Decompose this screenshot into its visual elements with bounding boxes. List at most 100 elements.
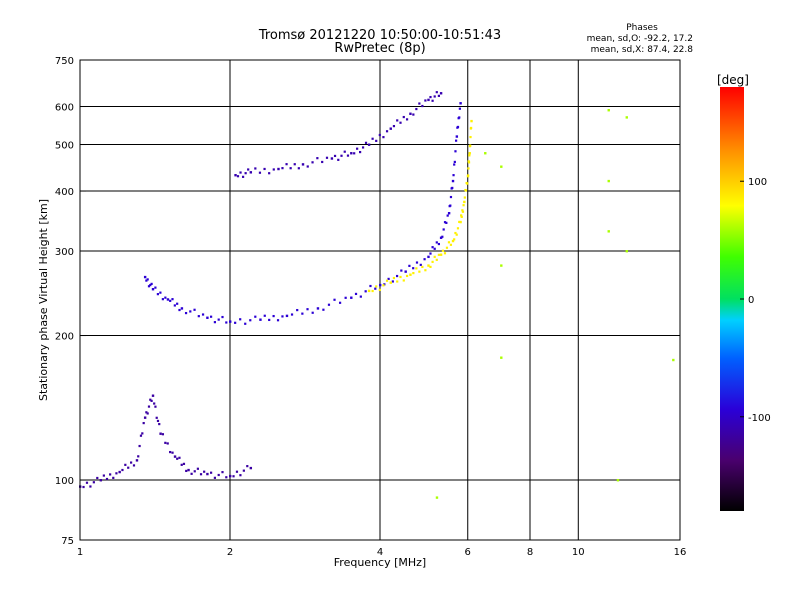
- data-point: [161, 298, 164, 301]
- data-point: [196, 467, 199, 470]
- data-point: [193, 470, 196, 473]
- data-point: [121, 468, 124, 472]
- data-point: [182, 462, 186, 465]
- data-point: [254, 167, 257, 170]
- data-point: [404, 270, 407, 273]
- data-point: [500, 165, 503, 168]
- data-point: [311, 311, 314, 314]
- data-point: [461, 209, 464, 212]
- data-point: [132, 464, 136, 467]
- data-point: [241, 175, 245, 178]
- y-tick-label: 75: [61, 536, 74, 547]
- data-point: [276, 319, 280, 322]
- data-point: [297, 167, 300, 170]
- data-point: [382, 136, 385, 139]
- data-point: [423, 258, 426, 261]
- data-point: [301, 163, 305, 166]
- data-point: [469, 135, 472, 139]
- data-point: [467, 167, 470, 170]
- data-point: [325, 156, 329, 159]
- data-point: [433, 95, 436, 98]
- data-point: [447, 212, 451, 215]
- x-tick-label: 2: [227, 547, 233, 558]
- data-point: [445, 246, 449, 249]
- data-point: [389, 281, 392, 284]
- data-point: [382, 284, 385, 287]
- data-point: [156, 419, 160, 423]
- data-point: [221, 471, 224, 474]
- data-point: [285, 314, 289, 318]
- data-point: [190, 472, 193, 475]
- data-point: [446, 214, 449, 217]
- data-point: [469, 144, 472, 147]
- data-point: [166, 442, 169, 445]
- data-point: [247, 168, 250, 171]
- x-tick-label: 4: [377, 547, 383, 558]
- data-point: [395, 274, 399, 278]
- data-point: [456, 227, 460, 230]
- data-point: [427, 264, 430, 267]
- data-point: [421, 265, 424, 269]
- data-point: [458, 220, 461, 224]
- data-point: [259, 318, 262, 321]
- data-point: [607, 230, 610, 233]
- data-point: [333, 298, 336, 301]
- data-point: [427, 255, 430, 259]
- data-point: [466, 182, 469, 185]
- data-point: [625, 116, 628, 119]
- data-point: [201, 313, 205, 316]
- data-point: [340, 154, 343, 157]
- data-point: [149, 283, 152, 287]
- data-points: [79, 91, 675, 499]
- data-point: [105, 477, 109, 481]
- x-tick-label: 16: [674, 547, 687, 558]
- data-point: [419, 263, 422, 266]
- data-point: [154, 405, 157, 408]
- data-point: [209, 471, 213, 474]
- x-axis-label: Frequency [MHz]: [334, 556, 426, 569]
- data-point: [150, 282, 153, 285]
- data-point: [85, 481, 89, 484]
- data-point: [145, 279, 148, 282]
- data-point: [169, 450, 172, 454]
- data-point: [244, 172, 247, 175]
- data-point: [115, 472, 118, 475]
- data-point: [468, 152, 471, 155]
- data-point: [102, 474, 105, 477]
- y-tick-label: 600: [55, 103, 74, 114]
- data-point: [149, 398, 152, 401]
- data-point: [164, 296, 167, 299]
- data-point: [158, 422, 161, 426]
- data-point: [437, 242, 440, 246]
- data-point: [359, 295, 362, 298]
- data-point: [263, 314, 266, 317]
- data-point: [159, 291, 162, 294]
- data-point: [396, 280, 399, 283]
- data-point: [453, 163, 456, 166]
- data-point: [82, 485, 85, 489]
- data-point: [412, 113, 415, 116]
- data-point: [409, 112, 412, 115]
- data-point: [246, 465, 249, 468]
- data-point: [138, 444, 141, 448]
- data-point: [249, 319, 252, 322]
- data-point: [346, 154, 350, 157]
- data-point: [263, 167, 266, 171]
- data-point: [249, 171, 253, 174]
- data-point: [89, 485, 92, 488]
- data-point: [333, 154, 337, 158]
- data-point: [369, 284, 372, 288]
- data-point: [389, 127, 392, 130]
- data-point: [461, 210, 465, 213]
- data-point: [385, 130, 389, 133]
- data-point: [199, 473, 203, 476]
- data-point: [127, 466, 130, 469]
- data-point: [235, 470, 239, 473]
- data-point: [453, 160, 456, 164]
- colorbar-label: [deg]: [717, 73, 749, 87]
- data-point: [171, 298, 174, 301]
- y-axis-label: Stationary phase Virtual Height [km]: [37, 199, 50, 401]
- data-point: [229, 320, 232, 323]
- data-point: [447, 241, 451, 244]
